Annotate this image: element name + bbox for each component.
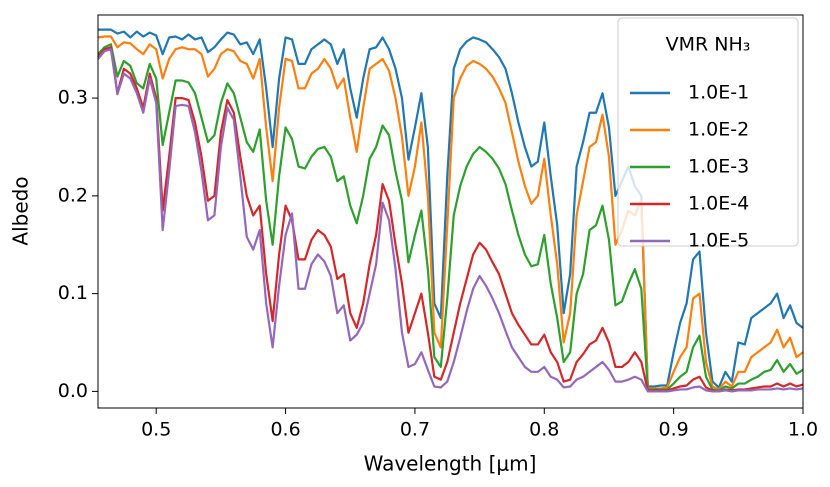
y-tick-label: 0.2 (58, 184, 88, 206)
legend-box (617, 17, 799, 247)
y-tick-label: 0.3 (58, 87, 88, 109)
x-tick-label: 0.5 (141, 419, 171, 441)
x-tick-label: 0.6 (270, 419, 300, 441)
x-tick-label: 1.0 (788, 419, 818, 441)
x-tick-label: 0.9 (659, 419, 689, 441)
legend-label: 1.0E-4 (688, 193, 749, 215)
legend-label: 1.0E-2 (688, 119, 749, 141)
legend-label: 1.0E-1 (688, 82, 749, 104)
line-series (98, 28, 804, 389)
legend-title: VMR NH₃ (666, 34, 751, 56)
x-axis-label: Wavelength [μm] (364, 452, 537, 476)
legend-label: 1.0E-3 (688, 156, 749, 178)
x-tick-label: 0.8 (529, 419, 559, 441)
x-tick-label: 0.7 (400, 419, 430, 441)
y-axis-label: Albedo (9, 176, 33, 245)
line-series (97, 35, 804, 391)
line-series (97, 46, 804, 393)
line-series (97, 48, 804, 393)
plot-frame (97, 14, 804, 409)
y-tick-label: 0.0 (58, 380, 88, 402)
y-tick-label: 0.1 (58, 282, 88, 304)
line-series (97, 43, 804, 392)
legend-label: 1.0E-5 (688, 230, 749, 252)
